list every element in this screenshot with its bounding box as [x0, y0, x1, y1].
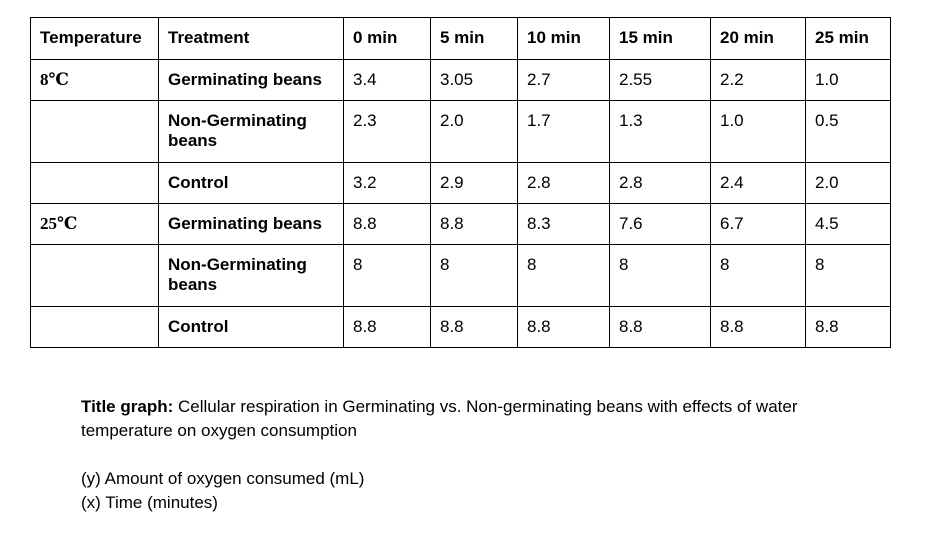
temperature-cell	[30, 162, 159, 204]
header-20-min: 20 min	[710, 17, 806, 60]
value-cell: 8.8	[343, 203, 431, 245]
y-axis-note: (y) Amount of oxygen consumed (mL)	[81, 469, 365, 488]
value-cell: 8.8	[430, 306, 518, 348]
value-cell: 4.5	[805, 203, 891, 245]
value-cell: 8	[517, 244, 610, 307]
value-cell: 2.4	[710, 162, 806, 204]
temperature-cell	[30, 244, 159, 307]
temperature-cell: 8℃	[30, 59, 159, 101]
value-cell: 2.7	[517, 59, 610, 101]
value-cell: 3.2	[343, 162, 431, 204]
value-cell: 8.8	[609, 306, 711, 348]
value-cell: 2.3	[343, 100, 431, 163]
table-row: Control 8.8 8.8 8.8 8.8 8.8 8.8	[30, 306, 891, 348]
table-row: Control 3.2 2.9 2.8 2.8 2.4 2.0	[30, 162, 891, 204]
value-cell: 8	[805, 244, 891, 307]
value-cell: 8.8	[710, 306, 806, 348]
header-25-min: 25 min	[805, 17, 891, 60]
graph-notes: Title graph: Cellular respiration in Ger…	[81, 395, 871, 515]
treatment-cell: Germinating beans	[158, 203, 344, 245]
header-10-min: 10 min	[517, 17, 610, 60]
value-cell: 2.9	[430, 162, 518, 204]
header-5-min: 5 min	[430, 17, 518, 60]
value-cell: 1.0	[710, 100, 806, 163]
header-row: Temperature Treatment 0 min 5 min 10 min…	[30, 17, 891, 60]
temperature-cell	[30, 100, 159, 163]
treatment-cell: Control	[158, 306, 344, 348]
value-cell: 2.0	[805, 162, 891, 204]
graph-title-paragraph: Title graph: Cellular respiration in Ger…	[81, 395, 871, 443]
data-table: Temperature Treatment 0 min 5 min 10 min…	[30, 17, 891, 348]
value-cell: 1.3	[609, 100, 711, 163]
value-cell: 8.8	[430, 203, 518, 245]
table-row: Non-Germinating beans 8 8 8 8 8 8	[30, 244, 891, 307]
value-cell: 1.0	[805, 59, 891, 101]
treatment-cell: Control	[158, 162, 344, 204]
header-0-min: 0 min	[343, 17, 431, 60]
value-cell: 2.55	[609, 59, 711, 101]
header-15-min: 15 min	[609, 17, 711, 60]
value-cell: 7.6	[609, 203, 711, 245]
table-row: Non-Germinating beans 2.3 2.0 1.7 1.3 1.…	[30, 100, 891, 163]
value-cell: 8.8	[805, 306, 891, 348]
treatment-cell: Non-Germinating beans	[158, 244, 344, 307]
value-cell: 2.8	[517, 162, 610, 204]
graph-title-text: Cellular respiration in Germinating vs. …	[81, 397, 798, 440]
value-cell: 8	[609, 244, 711, 307]
table-row: 8℃ Germinating beans 3.4 3.05 2.7 2.55 2…	[30, 59, 891, 101]
value-cell: 3.05	[430, 59, 518, 101]
value-cell: 2.2	[710, 59, 806, 101]
value-cell: 8	[343, 244, 431, 307]
value-cell: 8.8	[517, 306, 610, 348]
header-treatment: Treatment	[158, 17, 344, 60]
value-cell: 1.7	[517, 100, 610, 163]
graph-title-label: Title graph:	[81, 397, 174, 416]
value-cell: 8	[710, 244, 806, 307]
table-row: 25℃ Germinating beans 8.8 8.8 8.3 7.6 6.…	[30, 203, 891, 245]
value-cell: 0.5	[805, 100, 891, 163]
temperature-cell: 25℃	[30, 203, 159, 245]
value-cell: 2.0	[430, 100, 518, 163]
value-cell: 8	[430, 244, 518, 307]
value-cell: 8.3	[517, 203, 610, 245]
x-axis-note: (x) Time (minutes)	[81, 493, 218, 512]
value-cell: 8.8	[343, 306, 431, 348]
value-cell: 6.7	[710, 203, 806, 245]
value-cell: 3.4	[343, 59, 431, 101]
treatment-cell: Germinating beans	[158, 59, 344, 101]
header-temperature: Temperature	[30, 17, 159, 60]
value-cell: 2.8	[609, 162, 711, 204]
temperature-cell	[30, 306, 159, 348]
treatment-cell: Non-Germinating beans	[158, 100, 344, 163]
